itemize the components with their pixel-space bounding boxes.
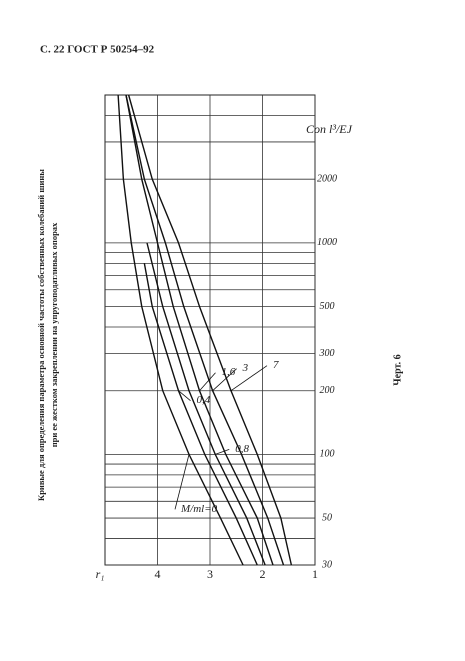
x-tick-label: 300 [319,348,335,359]
legend-label: M/ml=0 [180,503,218,515]
plot: 1 2 3 4 30 50 100 200 300 500 1000 2000 Cоп l³/EJ r₁ M… [96,94,353,581]
x-tick-label: 200 [320,385,335,396]
y-tick-label: 4 [155,567,161,581]
leader-line [215,449,230,455]
leader-line [199,372,216,391]
page-header: С. 22 ГОСТ Р 50254–92 [40,44,155,56]
caption-line: Кривые для определения параметра основно… [36,169,46,501]
leader-line [212,368,237,392]
curve [117,94,244,566]
x-tick-label: 100 [320,449,335,460]
leader-line [230,365,268,392]
x-tick-label: 2000 [317,173,337,184]
caption-line: при ее жестком закреплении на упругопода… [49,222,59,447]
y-tick-label: 2 [260,567,266,581]
y-axis-label: r₁ [96,567,105,581]
x-tick-label: 30 [321,559,332,570]
y-tick-label: 1 [312,567,318,581]
curve [146,242,266,566]
legend-label: 7 [273,359,279,371]
x-axis-label: Cоп l³/EJ [306,122,353,136]
x-tick-label: 500 [320,301,335,312]
curve [127,94,293,566]
curve [125,94,285,566]
y-tick-label: 3 [207,567,213,581]
legend-label: 0,8 [235,443,249,455]
curve [125,94,274,566]
legend-label: 3 [242,362,249,374]
curve [143,263,258,566]
figure-label: Черт. 6 [392,354,403,385]
x-tick-label: 50 [322,512,332,523]
x-tick-label: 1000 [317,237,337,248]
leader-line [178,390,191,402]
leader-line [174,454,190,510]
